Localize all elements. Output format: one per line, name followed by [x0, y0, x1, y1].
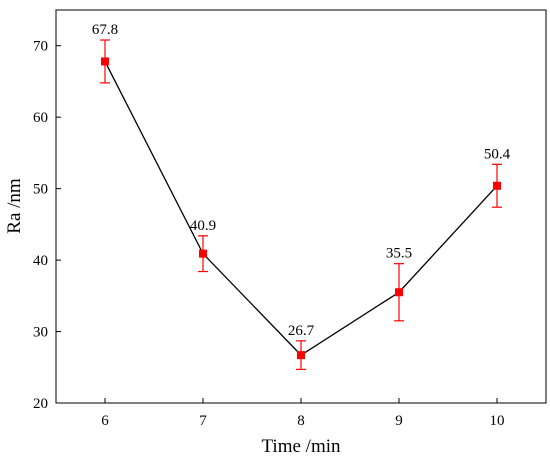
series-layer: 67.8 40.9 26.7 35.5 50.4	[92, 22, 511, 371]
data-label: 50.4	[484, 146, 511, 162]
y-tick-label: 20	[33, 396, 48, 412]
data-label: 40.9	[190, 218, 216, 234]
data-label: 67.8	[92, 22, 118, 38]
y-tick-label: 70	[33, 39, 48, 55]
y-tick-label: 40	[33, 253, 48, 269]
data-label: 26.7	[288, 323, 315, 339]
data-label: 35.5	[386, 246, 412, 262]
x-axis-ticks: 6 7 8 9 10	[101, 398, 505, 429]
y-axis-label: Ra /nm	[4, 178, 25, 234]
x-tick-label: 10	[490, 413, 505, 429]
y-tick-label: 50	[33, 182, 48, 198]
x-tick-label: 9	[395, 413, 403, 429]
x-axis-label: Time /min	[261, 436, 341, 457]
series-line	[104, 61, 498, 356]
y-axis-ticks: 20 30 40 50 60 70	[33, 39, 61, 412]
data-point	[395, 288, 403, 297]
data-point	[493, 181, 501, 190]
y-tick-label: 60	[33, 110, 48, 126]
data-point	[297, 351, 305, 360]
y-tick-label: 30	[33, 325, 48, 341]
x-tick-label: 7	[199, 413, 207, 429]
x-tick-label: 6	[101, 413, 109, 429]
data-point	[101, 57, 109, 66]
data-point	[199, 249, 207, 258]
x-tick-label: 8	[297, 413, 305, 429]
